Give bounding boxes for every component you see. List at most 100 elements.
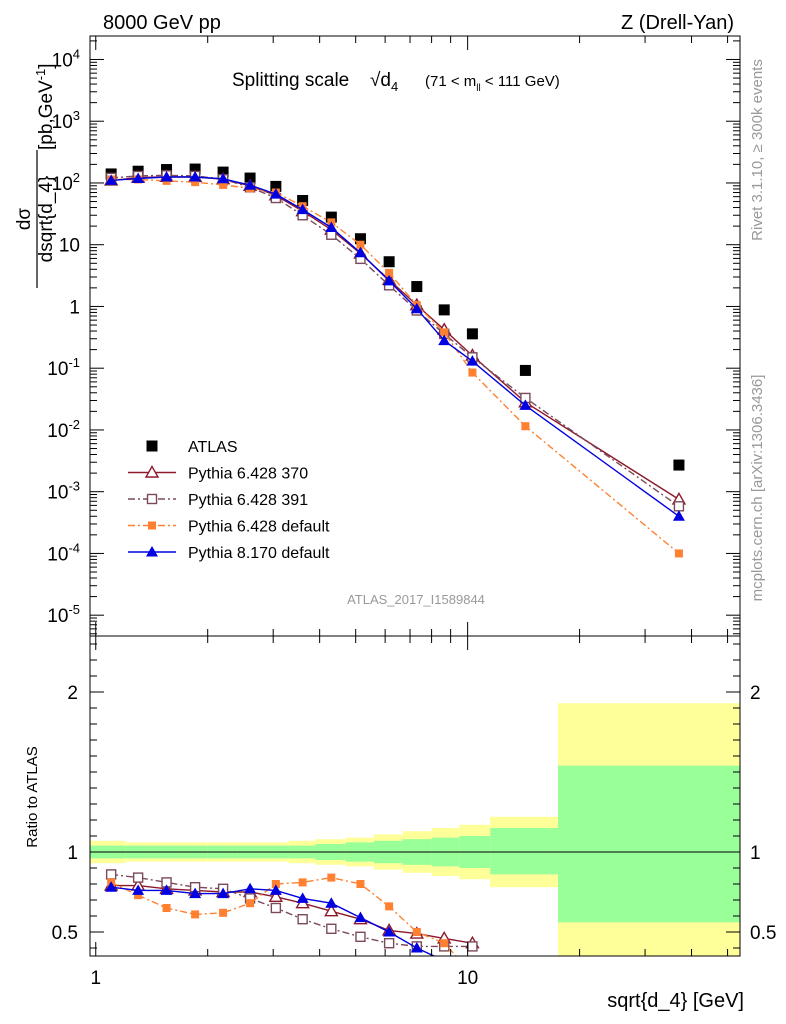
data-point	[325, 221, 338, 232]
svg-text:dsqrt{d_4}: dsqrt{d_4}	[36, 176, 57, 263]
ratio-point	[327, 873, 336, 882]
y-axis-title: dσ dsqrt{d_4} [pb,GeV-1]	[14, 63, 57, 288]
ratio-y-tick-label-right: 2	[750, 683, 761, 704]
x-axis-title: sqrt{d_4} [GeV]	[607, 990, 744, 1012]
ratio-line-0	[111, 884, 473, 944]
series-line-4	[111, 176, 680, 517]
data-point	[189, 163, 201, 175]
ratio-y-axis-ticks: 0.5 0.5 1 1 2 2	[52, 643, 776, 949]
process-label: Z (Drell-Yan)	[621, 12, 734, 34]
ratio-y-tick-label-right: 0.5	[750, 923, 776, 944]
ratio-point	[356, 880, 365, 888]
ratio-point	[219, 908, 228, 917]
y-tick-label: 10-2	[47, 417, 80, 442]
data-point	[297, 195, 309, 207]
ratio-point	[269, 884, 282, 895]
ratio-y-tick-label-right: 1	[750, 843, 761, 864]
x-axis-ticks	[95, 36, 729, 636]
ratio-line-2	[110, 876, 458, 956]
ratio-y-tick-label: 0.5	[52, 923, 78, 944]
chart-title-range-start: (71 < m	[425, 73, 476, 90]
svg-text:√d4: √d4	[370, 70, 398, 94]
data-point	[219, 180, 228, 189]
svg-text:[pb,GeV-1]: [pb,GeV-1]	[33, 63, 57, 150]
y-tick-label: 10-1	[47, 355, 80, 380]
ratio-point	[162, 904, 171, 912]
ratio-point	[325, 897, 338, 908]
ratio-point	[244, 882, 257, 894]
ratio-point	[270, 902, 282, 914]
data-point	[411, 281, 423, 293]
ratio-point	[296, 892, 309, 903]
svg-text:(71 < mll < 111 GeV): (71 < mll < 111 GeV)	[425, 73, 560, 94]
legend-marker	[148, 521, 156, 530]
y-axis-title-denominator: dsqrt{d_4}	[36, 176, 57, 263]
y-tick-label: 103	[52, 108, 80, 133]
data-point	[325, 211, 337, 223]
svg-text:Splitting scale: Splitting scale	[232, 70, 349, 91]
data-point	[466, 328, 478, 340]
y-axis-ticks: 10-5 10-4 10-3 10-2 10-1 1 10 102 103 104	[47, 40, 740, 635]
data-point	[354, 233, 366, 245]
ratio-point	[354, 911, 367, 923]
y-tick-label: 10-3	[47, 479, 80, 504]
ratio-point	[297, 914, 308, 925]
main-series-group	[103, 163, 687, 558]
data-point	[105, 174, 118, 185]
ratio-series-group	[103, 869, 480, 956]
data-point	[410, 302, 423, 314]
chart-title-range-end: < 111 GeV)	[481, 73, 560, 90]
uncertainty-band-inner	[490, 828, 559, 875]
data-point	[673, 501, 685, 512]
data-point	[521, 422, 530, 431]
chart-title: Splitting scale √d4 (71 < mll < 111 GeV)	[232, 70, 560, 94]
ratio-point	[326, 923, 337, 934]
ratio-point	[132, 884, 145, 895]
data-point	[383, 256, 395, 268]
legend-label: Pythia 6.428 default	[188, 519, 330, 536]
ratio-point	[246, 899, 255, 908]
ratio-uncertainty-bands	[90, 703, 740, 956]
y-tick-label: 10-5	[47, 602, 80, 627]
ratio-point	[324, 903, 339, 917]
data-point	[468, 368, 477, 377]
data-point	[674, 549, 683, 558]
series-line-2	[111, 174, 680, 507]
series-line-3	[111, 178, 680, 554]
y-tick-label: 10	[59, 236, 80, 257]
legend-label: Pythia 6.428 370	[188, 466, 308, 483]
legend-marker	[146, 493, 158, 505]
legend-label: Pythia 6.428 391	[188, 492, 308, 509]
data-point	[438, 334, 451, 346]
data-point	[217, 172, 230, 184]
data-point	[440, 328, 449, 337]
ratio-point	[410, 942, 423, 953]
data-point	[672, 510, 685, 521]
chart-title-text: Splitting scale	[232, 70, 349, 91]
data-point	[269, 188, 282, 199]
ratio-point	[383, 926, 396, 937]
rivet-label: Rivet 3.1.10, ≥ 300k events	[749, 59, 766, 241]
data-point	[160, 170, 173, 182]
data-point	[673, 459, 685, 471]
ratio-point	[298, 878, 307, 887]
data-point	[191, 178, 200, 187]
ratio-point	[412, 928, 421, 936]
x-tick-label: 1	[90, 968, 101, 989]
ratio-line-3	[111, 886, 436, 956]
ratio-y-axis-title: Ratio to ATLAS	[24, 746, 41, 847]
ratio-point	[105, 869, 117, 880]
data-point	[466, 355, 479, 366]
data-point	[296, 203, 309, 215]
ratio-point	[132, 872, 144, 883]
uncertainty-band-inner	[558, 765, 740, 923]
main-panel: Splitting scale √d4 (71 < mll < 111 GeV)…	[14, 35, 741, 637]
legend-label: Pythia 8.170 default	[188, 545, 330, 562]
y-axis-title-numerator: dσ	[14, 208, 35, 231]
chart-title-symbol: √d	[370, 70, 391, 91]
legend-label: ATLAS	[188, 439, 238, 456]
analysis-id-label: ATLAS_2017_I1589844	[347, 592, 485, 607]
ratio-point	[189, 887, 202, 899]
ratio-point	[268, 889, 284, 902]
